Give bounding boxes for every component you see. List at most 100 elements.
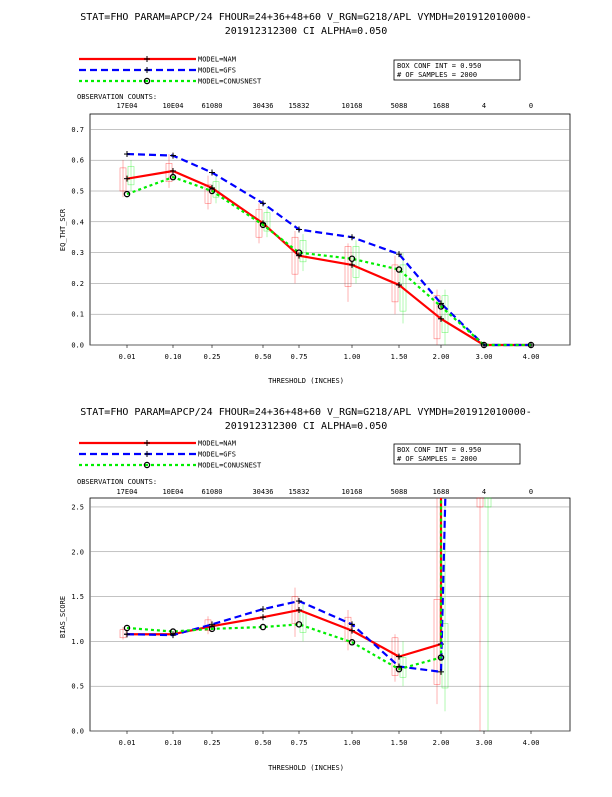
chart-1-y-tick-label: 0.7 <box>71 126 84 134</box>
chart-2-observation-counts-label: OBSERVATION COUNTS: <box>77 478 157 486</box>
chart-2-y-tick-label: 0.0 <box>71 728 84 736</box>
chart-1-x-tick-label: 3.00 <box>476 353 493 361</box>
chart-1-legend-nam-label: MODEL=NAM <box>198 56 236 64</box>
chart-2-data-point <box>170 632 176 639</box>
chart-2-x-axis-label: THRESHOLD (INCHES) <box>268 764 344 772</box>
chart-1-data-point <box>259 221 267 229</box>
chart-2-obs-count: 4 <box>482 488 486 496</box>
chart-1-obs-count: 0 <box>529 102 533 110</box>
chart-2-x-tick-label: 4.00 <box>523 739 540 747</box>
chart-1-obs-count: 1688 <box>433 102 450 110</box>
chart-1-x-tick-label: 0.75 <box>291 353 308 361</box>
chart-1-data-point <box>395 266 403 273</box>
chart-1-box-info-ci: BOX CONF INT = 0.950 <box>397 62 481 70</box>
chart-2-box-info-frame <box>393 443 521 465</box>
chart-1-box-info-samples: # OF SAMPLES = 2000 <box>397 71 477 79</box>
chart-1-series-line-1 <box>126 152 531 347</box>
chart-2-data-point <box>260 606 266 613</box>
chart-2-legend-marker-2 <box>143 461 151 469</box>
chart-1-legend-marker-2 <box>143 77 151 85</box>
chart-1-x-tick-label: 0.25 <box>204 353 221 361</box>
chart-2-obs-count: 15832 <box>288 488 309 496</box>
chart-2-y-tick-label: 1.0 <box>71 638 84 646</box>
chart-2-data-point <box>395 665 403 673</box>
chart-1-data-point <box>169 173 177 181</box>
chart-1-ci-box <box>127 166 135 186</box>
chart-2-legend-marker-1 <box>144 451 150 457</box>
chart-2-y-axis-label: BIAS_SCORE <box>59 596 67 638</box>
chart-1-y-tick-label: 0.2 <box>71 280 84 288</box>
chart-1-ci-box <box>441 295 449 333</box>
chart-2-y-tick-label: 2.0 <box>71 548 84 556</box>
chart-1-data-point <box>123 190 131 198</box>
chart-1-data-point <box>527 341 535 349</box>
chart-2-ci-box <box>484 497 492 508</box>
chart-2-ci-box <box>476 497 484 508</box>
chart-2-data-point <box>169 628 177 635</box>
chart-2-data-point <box>296 607 302 614</box>
chart-2-x-tick-label: 2.00 <box>433 739 450 747</box>
chart-2-x-tick-label: 3.00 <box>476 739 493 747</box>
chart-2-obs-count: 10168 <box>341 488 362 496</box>
chart-2-data-point <box>437 654 445 661</box>
chart-1-y-tick-label: 0.3 <box>71 249 84 257</box>
chart-1-x-axis-label: THRESHOLD (INCHES) <box>268 377 344 385</box>
chart-1-data-point <box>170 152 176 159</box>
chart-2-box-info-samples: # OF SAMPLES = 2000 <box>397 455 477 463</box>
chart-2-y-tick-label: 0.5 <box>71 683 84 691</box>
chart-1-ci-box <box>344 246 352 287</box>
chart-1-data-point <box>348 255 356 263</box>
chart-1-obs-count: 15832 <box>288 102 309 110</box>
chart-1-x-tick-label: 4.00 <box>523 353 540 361</box>
chart-2-obs-count: 5088 <box>391 488 408 496</box>
chart-1-legend-conusnest-label: MODEL=CONUSNEST <box>198 78 262 86</box>
chart-2-x-tick-label: 1.50 <box>391 739 408 747</box>
chart-2-obs-count: 1688 <box>433 488 450 496</box>
chart-1-plot-frame <box>89 113 571 346</box>
chart-1-title-line-2: 201912312300 CI ALPHA=0.050 <box>225 26 388 37</box>
chart-2-obs-count: 30436 <box>252 488 273 496</box>
chart-2-text: STAT=FHO PARAM=APCP/24 FHOUR=24+36+48+60… <box>59 407 532 772</box>
chart-2-data-point <box>260 614 266 621</box>
chart-1-data-point <box>209 169 215 176</box>
chart-1-legend-marker-1 <box>144 67 150 73</box>
chart-1-ci-box <box>119 167 127 192</box>
chart-2-y-tick-label: 1.5 <box>71 593 84 601</box>
chart-1-data-point <box>208 187 216 195</box>
chart-1-legend-gfs-label: MODEL=GFS <box>198 67 236 75</box>
chart-1-data-point <box>124 151 130 158</box>
chart-2-data-point <box>349 627 355 634</box>
chart-2-data-point <box>296 598 302 605</box>
chart-2-x-tick-label: 0.01 <box>119 739 136 747</box>
chart-2-series-line-2 <box>126 498 443 671</box>
chart-2-legend-nam-label: MODEL=NAM <box>198 440 236 448</box>
chart-2-plot: 0.0 0.5 1.0 1.5 2.0 2.5 0.01 17E04 0.10 10E04 0.25… <box>71 440 571 747</box>
chart-2-x-tick-label: 0.75 <box>291 739 308 747</box>
chart-2-x-tick-label: 0.50 <box>255 739 272 747</box>
chart-1-obs-count: 10168 <box>341 102 362 110</box>
chart-1-x-tick-label: 0.10 <box>165 353 182 361</box>
chart-2-data-point <box>349 621 355 628</box>
chart-2-data-point <box>396 653 402 660</box>
chart-1-data-point <box>396 251 402 258</box>
chart-2-data-point <box>208 625 216 633</box>
chart-1-obs-count: 61080 <box>201 102 222 110</box>
chart-2-box-info-ci: BOX CONF INT = 0.950 <box>397 446 481 454</box>
chart-1-data-point <box>437 303 445 310</box>
chart-2-data-point <box>259 623 267 631</box>
chart-2-legend-marker-0 <box>144 440 150 446</box>
chart-1-ci-box <box>399 264 407 312</box>
chart-1-series-line-0 <box>126 169 531 347</box>
chart-1-data-point <box>480 341 488 349</box>
chart-1-data-point <box>170 167 176 174</box>
chart-2-obs-count: 17E04 <box>116 488 137 496</box>
chart-1-data-point <box>124 175 130 182</box>
chart-1-obs-count: 17E04 <box>116 102 137 110</box>
chart-2-data-point <box>123 624 131 632</box>
chart-2-obs-count: 0 <box>529 488 533 496</box>
chart-1-observation-counts-label: OBSERVATION COUNTS: <box>77 93 157 101</box>
chart-1-x-tick-label: 1.50 <box>391 353 408 361</box>
chart-1-plot: 0.0 0.1 0.2 0.3 0.4 0.5 0.6 0.7 0.01 17E04 0.10 10E… <box>71 56 571 361</box>
